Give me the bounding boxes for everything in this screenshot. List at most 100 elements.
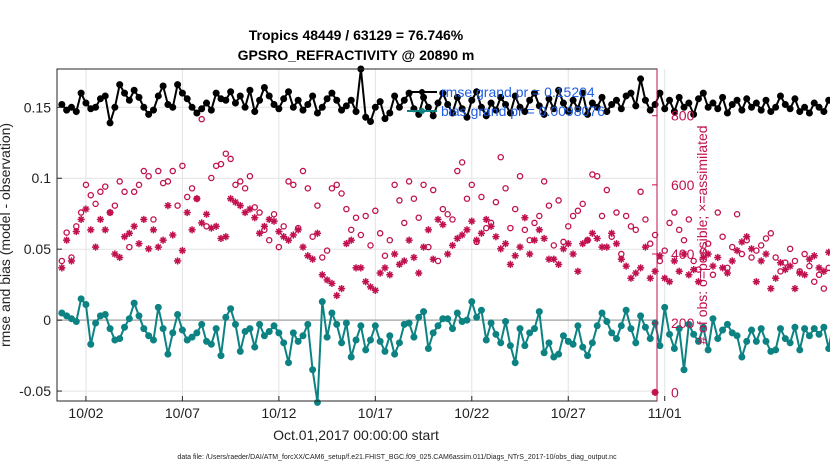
obs-assimilated-point (511, 252, 519, 260)
rmse-point (603, 108, 611, 116)
obs-possible-point (719, 233, 726, 240)
rmse-point (752, 99, 760, 107)
bias-point (415, 313, 423, 321)
obs-assimilated-stroke (188, 226, 196, 233)
obs-possible-point (261, 226, 268, 234)
obs-possible-point (415, 214, 422, 221)
rmse-point (579, 89, 587, 97)
obs-assimilated-point (145, 245, 153, 253)
obs-possible-point (796, 268, 804, 275)
obs-assimilated-point (632, 269, 640, 277)
rmse-point (299, 106, 307, 114)
bias-point (709, 315, 717, 323)
obs-assimilated-stroke (97, 216, 104, 223)
obs-assimilated-point (453, 234, 461, 243)
obs-possible-point (753, 247, 760, 254)
rmse-point (661, 105, 669, 113)
bias-point (338, 339, 346, 347)
obs-assimilated-stroke (714, 254, 721, 261)
obs-possible-point (155, 167, 162, 175)
rmse-point (154, 92, 162, 100)
obs-assimilated-stroke (526, 250, 533, 258)
obs-assimilated-stroke (164, 202, 171, 209)
obs-possible-point (401, 219, 408, 227)
rmse-point (376, 98, 384, 106)
obs-assimilated-point (603, 243, 611, 251)
obs-assimilated-stroke (758, 257, 765, 264)
bias-point (641, 323, 649, 331)
bias-point (748, 326, 756, 334)
obs-possible-point (179, 162, 186, 170)
bias-point (260, 332, 268, 340)
rmse-point (815, 103, 823, 111)
obs-assimilated-point (391, 250, 399, 258)
rmse-point (222, 96, 230, 104)
rmse-point (767, 108, 775, 116)
obs-assimilated-stroke (695, 278, 702, 285)
obs-assimilated-stroke (372, 287, 379, 294)
rmse-point (641, 96, 649, 104)
rmse-point (265, 92, 273, 100)
bias-point (92, 319, 100, 327)
obs-assimilated-stroke (430, 256, 437, 263)
bias-point (796, 346, 804, 354)
bias-point (227, 305, 235, 313)
bias-point (207, 340, 215, 348)
bias-point (217, 352, 225, 360)
obs-assimilated-point (405, 236, 413, 244)
obs-possible-point (425, 243, 432, 251)
obs-assimilated-point (439, 221, 447, 229)
obs-assimilated-stroke (198, 219, 205, 226)
obs-possible-point (709, 271, 717, 279)
obs-assimilated-stroke (415, 269, 422, 277)
bias-point (694, 337, 702, 345)
obs-assimilated-stroke (753, 278, 760, 285)
obs-assimilated-stroke (671, 257, 678, 264)
rmse-point (424, 103, 432, 111)
obs-assimilated-point (521, 214, 529, 222)
obs-possible-point (217, 160, 225, 168)
obs-possible-point (294, 224, 302, 232)
obs-possible-point (420, 181, 427, 189)
obs-assimilated-stroke (574, 268, 581, 275)
rmse-point (762, 96, 770, 104)
obs-assimilated-stroke (777, 259, 784, 266)
bias-point (357, 322, 365, 330)
obs-possible-point (757, 242, 765, 249)
bias-point (429, 329, 437, 337)
obs-assimilated-point (458, 231, 466, 239)
left-tick-label: 0.1 (32, 170, 52, 186)
bias-point (145, 332, 153, 340)
obs-assimilated-point (111, 250, 119, 258)
obs-possible-point (733, 210, 741, 218)
obs-possible-point (343, 205, 350, 213)
obs-assimilated-point (733, 246, 741, 255)
obs-possible-point (646, 240, 654, 247)
obs-assimilated-point (202, 210, 211, 218)
rmse-point (757, 106, 765, 114)
bias-point (116, 335, 124, 343)
obs-possible-point (135, 181, 143, 189)
obs-possible-point (622, 212, 630, 220)
rmse-point (530, 89, 538, 97)
obs-possible-point (82, 181, 90, 189)
obs-assimilated-point (140, 215, 148, 224)
rmse-point (386, 109, 394, 117)
obs-assimilated-stroke (521, 214, 528, 221)
obs-assimilated-stroke (579, 240, 586, 247)
bias-point (299, 332, 307, 340)
rmse-point (203, 99, 211, 107)
obs-possible-series (58, 115, 830, 396)
bias-point (516, 325, 524, 333)
obs-assimilated-stroke (444, 250, 451, 258)
rmse-point (241, 103, 249, 111)
obs-possible-point (743, 236, 750, 244)
rmse-point (796, 108, 804, 116)
obs-possible-point (608, 233, 615, 240)
rmse-point (193, 109, 201, 117)
obs-assimilated-point (304, 252, 312, 260)
obs-assimilated-stroke (434, 216, 442, 223)
obs-possible-point (724, 264, 731, 272)
bias-point (178, 326, 186, 334)
